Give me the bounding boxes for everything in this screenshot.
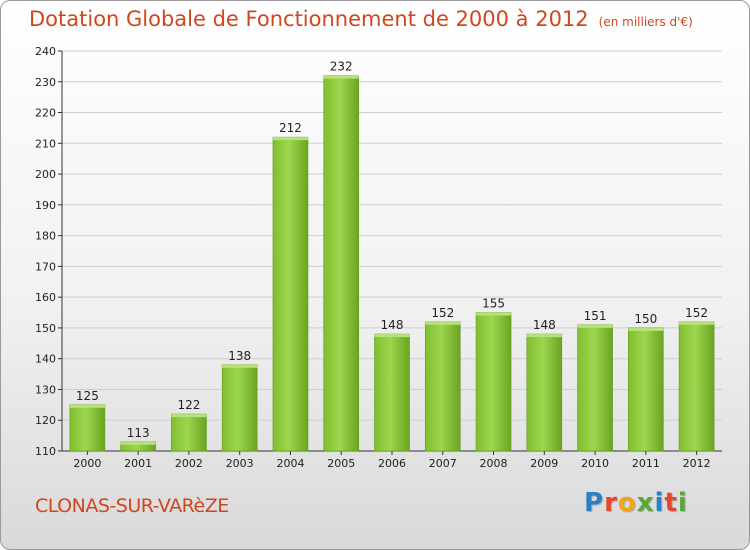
- x-tick-label: 2008: [480, 457, 508, 470]
- bar-2012: [678, 321, 715, 452]
- x-tick-label: 2010: [581, 457, 609, 470]
- value-labels: 125 113 122 138 212 232 148 152 155 148 151 150 152: [76, 60, 708, 440]
- bar-2011: [628, 327, 664, 452]
- bar-top: [222, 364, 258, 368]
- bar: [171, 413, 207, 452]
- bar-top: [425, 321, 461, 325]
- value-label: 212: [279, 121, 302, 135]
- value-label: 155: [482, 297, 505, 311]
- bar: [678, 321, 715, 452]
- value-label: 152: [431, 306, 454, 320]
- bar: [424, 321, 461, 452]
- value-label: 148: [381, 318, 404, 332]
- value-label: 152: [685, 306, 708, 320]
- y-tick-label: 210: [35, 137, 56, 150]
- y-tick-label: 190: [35, 199, 56, 212]
- bar-top: [526, 334, 562, 338]
- bar-top: [476, 312, 512, 316]
- bar-2004: [272, 136, 309, 452]
- x-tick-label: 2005: [327, 457, 355, 470]
- y-tick-label: 110: [35, 445, 56, 458]
- bar-2001: [120, 441, 156, 452]
- y-tick-label: 240: [35, 45, 56, 58]
- y-tick-label: 220: [35, 107, 56, 120]
- value-label: 125: [76, 389, 99, 403]
- value-label: 138: [228, 349, 251, 363]
- bar-2002: [171, 413, 207, 452]
- value-label: 148: [533, 318, 556, 332]
- x-tick-label: 2011: [632, 457, 660, 470]
- x-tick-label: 2001: [124, 457, 152, 470]
- y-tick-label: 130: [35, 383, 56, 396]
- y-tick-label: 180: [35, 230, 56, 243]
- bar: [272, 136, 309, 452]
- bar: [475, 312, 512, 452]
- bar: [69, 404, 106, 452]
- bar-top: [272, 137, 308, 141]
- y-tick-label: 230: [35, 76, 56, 89]
- bar-2006: [374, 333, 410, 452]
- value-label: 122: [177, 398, 200, 412]
- y-tick-labels: 110 120 130 140 150 160 170 180 190 200 210 220 230 2…: [35, 45, 56, 458]
- bar: [628, 327, 664, 452]
- x-tick-label: 2002: [175, 457, 203, 470]
- bar-top: [374, 334, 410, 338]
- y-tick-label: 200: [35, 168, 56, 181]
- bar: [323, 75, 360, 452]
- bar-2005: [323, 75, 360, 452]
- x-tick-labels: 2000 2001 2002 2003 2004 2005 2006 2007 2008 2009…: [73, 457, 710, 470]
- city-name: CLONAS-SUR-VARèZE: [35, 495, 229, 517]
- bar-top: [679, 321, 715, 325]
- y-tick-label: 140: [35, 353, 56, 366]
- bar: [577, 324, 613, 452]
- x-tick-label: 2006: [378, 457, 406, 470]
- chart-title-text: Dotation Globale de Fonctionnement de 20…: [29, 7, 589, 31]
- bar: [221, 364, 258, 452]
- x-tick-label: 2003: [226, 457, 254, 470]
- bar-2000: [69, 404, 106, 452]
- y-tick-label: 120: [35, 414, 56, 427]
- bar-2003: [221, 364, 258, 452]
- bar-top: [69, 404, 105, 408]
- bar: [526, 333, 563, 452]
- bars: [69, 75, 715, 452]
- bar-2010: [577, 324, 613, 452]
- x-tick-label: 2009: [530, 457, 558, 470]
- bar-top: [628, 327, 664, 331]
- y-tick-label: 160: [35, 291, 56, 304]
- x-tick-label: 2000: [73, 457, 101, 470]
- x-tick-label: 2007: [429, 457, 457, 470]
- value-label: 113: [127, 426, 150, 440]
- x-tick-label: 2004: [276, 457, 304, 470]
- y-tick-label: 150: [35, 322, 56, 335]
- value-label: 232: [330, 60, 353, 74]
- bar-top: [120, 441, 156, 445]
- value-label: 150: [634, 312, 657, 326]
- bar-2007: [424, 321, 461, 452]
- chart-title: Dotation Globale de Fonctionnement de 20…: [29, 7, 693, 31]
- value-label: 151: [584, 309, 607, 323]
- y-tick-label: 170: [35, 260, 56, 273]
- proxiti-logo: Proxiti: [584, 488, 688, 518]
- bar-top: [171, 414, 207, 418]
- chart-subtitle: (en milliers d'€): [598, 15, 693, 29]
- bar-2009: [526, 333, 563, 452]
- bar-top: [323, 75, 359, 79]
- bar-2008: [475, 312, 512, 452]
- bar-top: [577, 324, 613, 328]
- bar: [374, 333, 410, 452]
- x-tick-label: 2012: [683, 457, 711, 470]
